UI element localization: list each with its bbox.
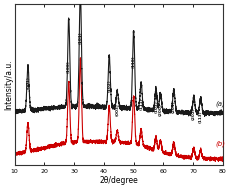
Text: (110): (110) bbox=[132, 56, 136, 68]
Text: (111): (111) bbox=[139, 97, 143, 110]
X-axis label: 2θ/degree: 2θ/degree bbox=[99, 176, 138, 185]
Y-axis label: Intensity/a.u.: Intensity/a.u. bbox=[4, 59, 13, 110]
Text: (b): (b) bbox=[216, 140, 225, 147]
Text: (a): (a) bbox=[216, 100, 225, 107]
Text: (201): (201) bbox=[172, 101, 176, 113]
Text: (001): (001) bbox=[26, 76, 30, 89]
Text: (200): (200) bbox=[158, 104, 162, 116]
Text: (103): (103) bbox=[154, 101, 158, 113]
Text: (100): (100) bbox=[67, 60, 71, 73]
Text: (003): (003) bbox=[115, 104, 119, 116]
Text: (101): (101) bbox=[78, 32, 82, 44]
Text: (113): (113) bbox=[199, 110, 203, 123]
Text: (102): (102) bbox=[107, 80, 111, 92]
Text: (202): (202) bbox=[192, 107, 196, 120]
